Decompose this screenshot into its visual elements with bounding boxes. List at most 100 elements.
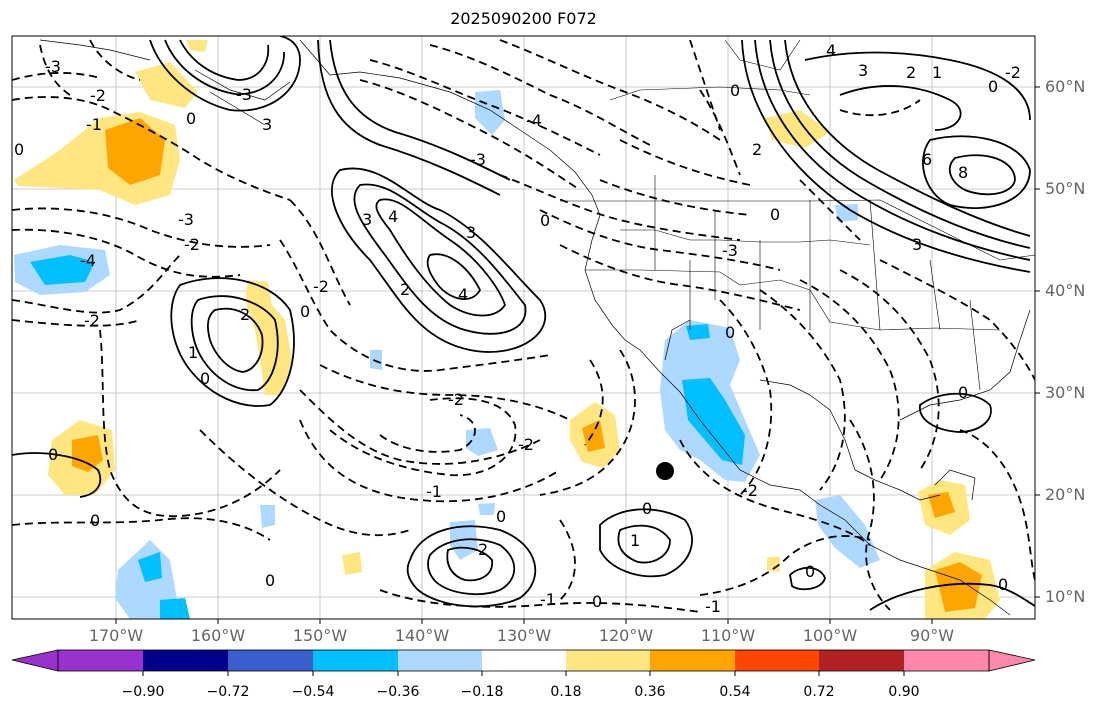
gridlines — [12, 36, 1035, 619]
contour-label-pos3: 3 — [466, 223, 476, 242]
strong-positive-anomaly-region — [582, 420, 605, 452]
colorbar-tick-label: 0.54 — [719, 684, 751, 700]
contour-line — [39, 44, 71, 96]
contour-label-zero: 0 — [998, 575, 1008, 594]
contour-line — [839, 99, 921, 117]
contour-label-neg1: -1 — [705, 597, 721, 616]
colorbar-tick-label: 0.36 — [634, 684, 666, 700]
contour-label-neg3: -3 — [236, 85, 252, 104]
contour-label-zero: 0 — [770, 205, 780, 224]
negative-anomaly-region — [835, 204, 858, 222]
contour-line — [599, 179, 751, 216]
lon-label: 170°W — [88, 626, 144, 645]
contour-line — [12, 207, 271, 248]
contour-label-zero: 0 — [265, 571, 275, 590]
contour-line — [12, 228, 241, 278]
contour-label-neg1: -1 — [426, 482, 442, 501]
contour-line — [699, 535, 871, 596]
contour-line — [99, 329, 281, 518]
contour-line — [948, 154, 1016, 196]
contour-label-zero: 0 — [805, 562, 815, 581]
contour-line — [959, 429, 1035, 581]
colorbar-segment — [482, 650, 566, 671]
colorbar-segment — [143, 650, 228, 671]
contour-line — [359, 79, 581, 191]
contour-line — [754, 39, 1031, 261]
contour-line — [299, 419, 561, 503]
colorbar-tick-label: 0.18 — [550, 684, 582, 700]
contour-line — [279, 239, 551, 372]
contour-line — [289, 199, 351, 306]
colorbar-extend-min — [11, 649, 59, 672]
contour-label-zero: 0 — [642, 499, 652, 518]
contour-line — [427, 538, 516, 596]
political-borders — [560, 39, 1035, 391]
contour-label-zero: 0 — [496, 507, 506, 526]
contour-label-pos6: 6 — [922, 150, 932, 169]
contour-line — [429, 44, 651, 146]
contour-label-zero: 0 — [48, 445, 58, 464]
colorbar-tick-label: 0.90 — [888, 684, 920, 700]
contour-label-neg2: -2 — [742, 481, 758, 500]
contour-line — [12, 319, 141, 327]
lon-label: 130°W — [496, 626, 552, 645]
colorbar-tick-label: −0.90 — [121, 684, 165, 700]
contour-line — [170, 277, 295, 407]
contour-label-zero: 0 — [730, 81, 740, 100]
contour-line — [12, 72, 101, 81]
contour-line — [879, 259, 1035, 381]
contour-line — [769, 39, 1031, 249]
contour-line — [539, 209, 781, 271]
contour-label-pos1: 1 — [188, 343, 198, 362]
contour-line — [190, 295, 279, 391]
contour-label-neg2: -2 — [448, 390, 464, 409]
lat-label: 20°N — [1045, 485, 1086, 504]
axis-ticks — [115, 86, 1040, 624]
contour-label-pos2: 2 — [906, 63, 916, 82]
contour-line — [784, 39, 1031, 237]
contour-label-zero: 0 — [300, 302, 310, 321]
contour-line — [617, 524, 671, 564]
negative-anomaly-region — [260, 505, 275, 528]
positive-anomaly-region — [186, 40, 208, 52]
contour-line — [164, 39, 285, 95]
contour-label-neg4: -4 — [526, 111, 542, 130]
contour-line — [375, 198, 506, 317]
contour-label-neg2: -2 — [518, 435, 534, 454]
colorbar-tick-label: −0.72 — [206, 684, 250, 700]
contour-label-zero: 0 — [592, 592, 602, 611]
colorbar-extend-max — [988, 649, 1036, 672]
contour-line — [559, 244, 801, 311]
contour-line — [559, 519, 576, 601]
contour-label-neg3: -3 — [470, 150, 486, 169]
positive-anomaly-region — [245, 280, 292, 395]
lon-label: 90°W — [909, 626, 955, 645]
contour-line — [353, 183, 527, 335]
lat-label: 10°N — [1045, 587, 1086, 606]
colorbar-segment — [650, 650, 735, 671]
contour-line — [379, 589, 701, 613]
negative-anomaly-region — [478, 503, 495, 515]
contour-label-pos2: 2 — [478, 540, 488, 559]
contour-label-pos4: 4 — [388, 207, 398, 226]
contour-line — [599, 508, 693, 578]
lat-label: 50°N — [1045, 179, 1086, 198]
contour-line — [12, 517, 271, 541]
contour-line — [689, 39, 721, 131]
colorbar-tick-label: −0.36 — [376, 684, 420, 700]
contour-line — [329, 39, 511, 181]
colorbar-segment — [904, 650, 989, 671]
contour-line — [89, 39, 141, 81]
contour-label-zero: 0 — [958, 383, 968, 402]
contour-label-neg1: -1 — [540, 590, 556, 609]
contour-line — [12, 254, 181, 314]
location-marker[interactable] — [656, 462, 674, 480]
contour-label-pos2: 2 — [752, 140, 762, 159]
positive-contours — [12, 36, 1035, 611]
contour-label-neg2: -2 — [84, 311, 100, 330]
colorbar-tick-label: 0.72 — [803, 684, 835, 700]
contour-label-pos3: 3 — [362, 210, 372, 229]
contour-line — [869, 582, 1035, 611]
colorbar-segment — [819, 650, 904, 671]
